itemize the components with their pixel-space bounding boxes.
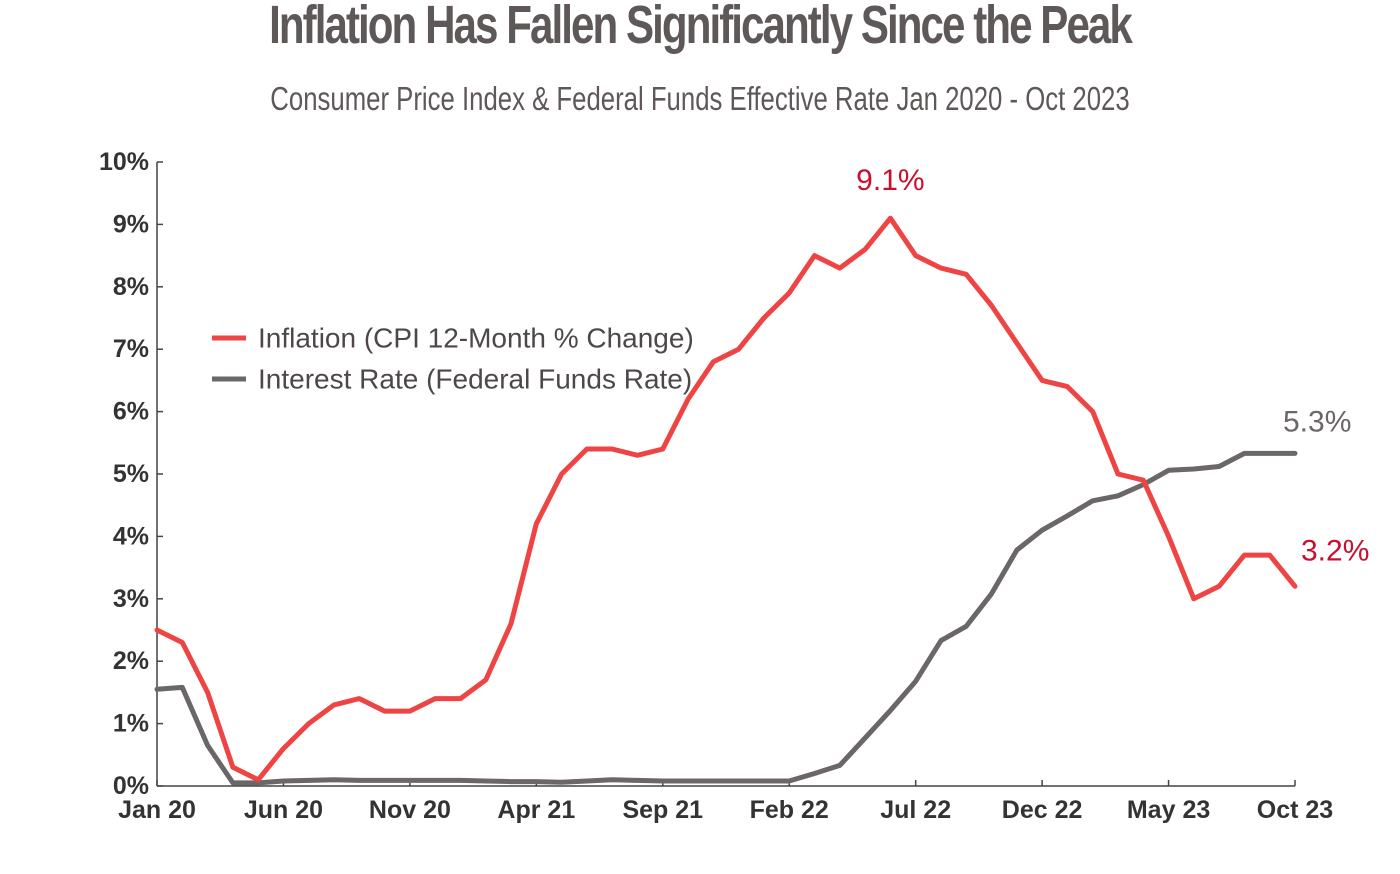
series-layer — [154, 215, 1298, 786]
x-tick-label: Oct 23 — [1257, 796, 1333, 824]
legend-label: Interest Rate (Federal Funds Rate) — [258, 364, 692, 395]
annotation-label: 5.3% — [1283, 405, 1351, 438]
y-tick-label: 4% — [113, 522, 149, 550]
x-tick-label: Nov 20 — [369, 796, 451, 824]
y-tick-label: 9% — [113, 210, 149, 238]
x-axis-ticks: Jan 20 Jun 20 Nov 20 Apr 21 Sep 21 Feb 22 Jul … — [118, 780, 1333, 824]
x-tick-label: May 23 — [1127, 796, 1210, 824]
y-tick-label: 10% — [99, 148, 149, 176]
y-tick-label: 8% — [113, 273, 149, 301]
y-tick-label: 3% — [113, 585, 149, 613]
x-tick-label: Dec 22 — [1002, 796, 1083, 824]
chart-annotations: 9.1% 5.3% 3.2% — [856, 164, 1369, 567]
x-tick-label: Jul 22 — [880, 796, 951, 824]
x-tick-label: Feb 22 — [750, 796, 829, 824]
annotation-label: 9.1% — [856, 164, 924, 197]
y-tick-label: 5% — [113, 460, 149, 488]
y-tick-label: 1% — [113, 710, 149, 738]
y-tick-label: 2% — [113, 647, 149, 675]
interest-rate-series-line — [154, 450, 1298, 786]
y-tick-label: 6% — [113, 398, 149, 426]
chart-subtitle: Consumer Price Index & Federal Funds Eff… — [270, 80, 1130, 117]
x-tick-label: Apr 21 — [497, 796, 575, 824]
x-tick-label: Jan 20 — [118, 796, 196, 824]
x-tick-label: Sep 21 — [622, 796, 703, 824]
y-tick-label: 0% — [113, 772, 149, 800]
y-axis-ticks: 0% 1% 2% 3% 4% 5% 6% 7% 8% 9% 10% — [99, 148, 163, 800]
inflation-series-line — [154, 215, 1298, 783]
chart-legend: Inflation (CPI 12-Month % Change) Interes… — [212, 323, 694, 395]
chart-title: Inflation Has Fallen Significantly Since… — [269, 0, 1133, 55]
legend-label: Inflation (CPI 12-Month % Change) — [258, 323, 694, 354]
annotation-label: 3.2% — [1301, 534, 1369, 567]
x-tick-label: Jun 20 — [244, 796, 323, 824]
y-tick-label: 7% — [113, 335, 149, 363]
